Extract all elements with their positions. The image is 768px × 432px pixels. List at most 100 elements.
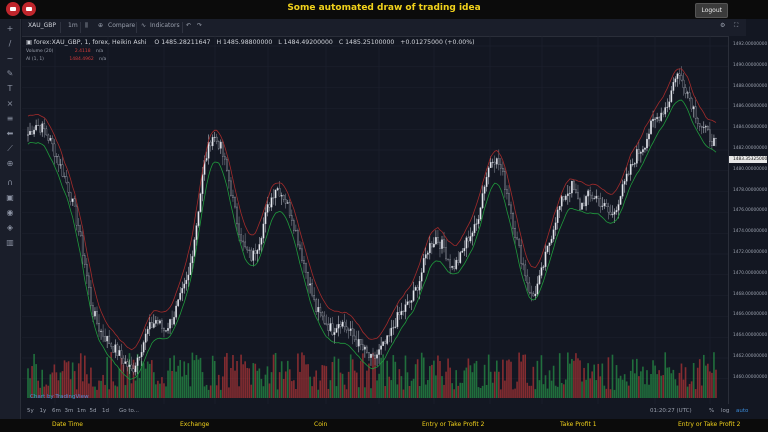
volume-bar bbox=[688, 383, 691, 398]
undo-icon[interactable]: ↶ bbox=[186, 22, 192, 29]
volume-bar bbox=[309, 376, 311, 398]
trendline-icon[interactable]: / bbox=[8, 39, 12, 48]
brush-icon[interactable]: ~ bbox=[6, 54, 14, 63]
percent-toggle[interactable]: % bbox=[709, 408, 715, 414]
volume-bar bbox=[59, 372, 62, 398]
volume-bar bbox=[41, 369, 44, 398]
volume-bar bbox=[335, 386, 338, 398]
interval-select[interactable]: 1m bbox=[68, 22, 78, 29]
volume-bar bbox=[341, 373, 344, 398]
candle-body bbox=[497, 158, 500, 165]
candle-body bbox=[223, 156, 226, 160]
tradingview-watermark[interactable]: Chart by TradingView bbox=[30, 394, 89, 400]
symbol-input[interactable]: XAU_GBP bbox=[28, 22, 56, 29]
range-button-5y[interactable]: 5y bbox=[27, 408, 34, 414]
candle-body bbox=[345, 326, 348, 331]
candle-body bbox=[577, 192, 579, 200]
volume-bar bbox=[122, 364, 125, 398]
trash-icon[interactable]: ▥ bbox=[6, 238, 14, 247]
volume-bar bbox=[215, 385, 218, 398]
volume-bar bbox=[558, 353, 561, 398]
bell-icon[interactable] bbox=[6, 2, 20, 16]
price-axis-label: 1472.00000000 bbox=[733, 250, 768, 255]
alert-icon[interactable] bbox=[22, 2, 36, 16]
compare-button[interactable]: Compare bbox=[108, 22, 136, 29]
volume-bar bbox=[33, 353, 35, 398]
visibility-icon[interactable]: ◉ bbox=[6, 208, 14, 217]
logout-button[interactable]: Logout bbox=[695, 3, 728, 18]
candle-body bbox=[546, 245, 549, 253]
indicators-button[interactable]: Indicators bbox=[150, 22, 180, 29]
range-button-1y[interactable]: 1y bbox=[39, 408, 47, 414]
pattern-icon[interactable]: ⨯ bbox=[6, 99, 14, 108]
redo-icon[interactable]: ↷ bbox=[197, 22, 203, 29]
layers-icon[interactable]: ◈ bbox=[6, 223, 14, 232]
price-chart[interactable] bbox=[22, 36, 728, 406]
candle-body bbox=[483, 186, 486, 194]
volume-bar bbox=[526, 382, 529, 398]
range-button-5d[interactable]: 5d bbox=[89, 408, 97, 414]
candle-body bbox=[467, 237, 470, 242]
range-button-1m[interactable]: 1m bbox=[77, 408, 86, 414]
volume-bar bbox=[520, 361, 522, 398]
ruler-icon[interactable]: ⟋ bbox=[7, 144, 13, 153]
lock-icon[interactable]: ▣ bbox=[6, 193, 14, 202]
text-icon[interactable]: T bbox=[7, 84, 13, 93]
candle-body bbox=[83, 255, 86, 265]
candle-body bbox=[301, 248, 303, 261]
candle-body bbox=[35, 124, 37, 131]
candle-body bbox=[575, 189, 577, 193]
volume-bar bbox=[211, 355, 214, 398]
volume-bar bbox=[197, 359, 200, 398]
price-axis-label: 1476.00000000 bbox=[733, 208, 768, 214]
utc-clock[interactable]: 01:20:27 (UTC) bbox=[650, 408, 692, 414]
candle-body bbox=[67, 182, 70, 193]
candle-body bbox=[173, 317, 175, 325]
candlestick-chart[interactable] bbox=[22, 36, 728, 406]
candle-body bbox=[315, 299, 318, 313]
magnet-icon[interactable]: ∩ bbox=[7, 178, 13, 187]
volume-bar bbox=[159, 383, 161, 398]
crosshair-icon[interactable]: + bbox=[6, 24, 14, 33]
goto-button[interactable]: Go to... bbox=[119, 408, 140, 414]
chart-style-icon[interactable]: ⫼ bbox=[85, 22, 88, 29]
candle-body bbox=[493, 161, 496, 165]
auto-toggle[interactable]: auto bbox=[736, 408, 749, 414]
volume-bar bbox=[55, 372, 58, 398]
pen-icon[interactable]: ✎ bbox=[6, 69, 14, 78]
candle-body bbox=[571, 180, 573, 194]
candle-body bbox=[92, 305, 94, 317]
price-axis-label: 1474.00000000 bbox=[733, 229, 768, 235]
candle-body bbox=[366, 346, 368, 353]
volume-bar bbox=[666, 367, 669, 398]
candle-body bbox=[668, 101, 671, 108]
arrow-icon[interactable]: ⬅ bbox=[6, 129, 14, 138]
volume-bar bbox=[603, 385, 606, 398]
volume-bar bbox=[410, 380, 413, 398]
candle-body bbox=[481, 193, 484, 209]
indicators-icon[interactable]: ∿ bbox=[141, 22, 147, 29]
range-button-1d[interactable]: 1d bbox=[102, 408, 109, 414]
range-button-3m[interactable]: 3m bbox=[64, 408, 74, 414]
candle-body bbox=[422, 258, 425, 273]
candle-body bbox=[623, 181, 626, 185]
candle-body bbox=[116, 344, 119, 356]
candle-body bbox=[372, 353, 374, 356]
fullscreen-icon[interactable]: ⛶ bbox=[734, 22, 739, 29]
candle-body bbox=[441, 239, 443, 249]
volume-bar bbox=[236, 360, 238, 398]
settings-icon[interactable]: ⚙ bbox=[720, 22, 726, 29]
chart-toolbar: XAU_GBP 1m ⫼ ⊕ Compare ∿ Indicators ↶ ↷ … bbox=[22, 19, 746, 37]
volume-bar bbox=[467, 358, 470, 398]
candle-body bbox=[252, 250, 255, 261]
volume-bar bbox=[500, 389, 502, 398]
candle-body bbox=[646, 138, 648, 149]
compare-icon[interactable]: ⊕ bbox=[98, 22, 104, 29]
range-button-6m[interactable]: 6m bbox=[52, 408, 61, 414]
zoom-icon[interactable]: ⊕ bbox=[6, 159, 14, 168]
log-toggle[interactable]: log bbox=[721, 408, 730, 414]
candle-body bbox=[589, 190, 592, 196]
price-axis[interactable]: 1483.35325000 1492.00000000 1490.00000000… bbox=[728, 36, 768, 406]
candle-body bbox=[550, 238, 553, 244]
fib-icon[interactable]: ≡ bbox=[6, 114, 14, 123]
